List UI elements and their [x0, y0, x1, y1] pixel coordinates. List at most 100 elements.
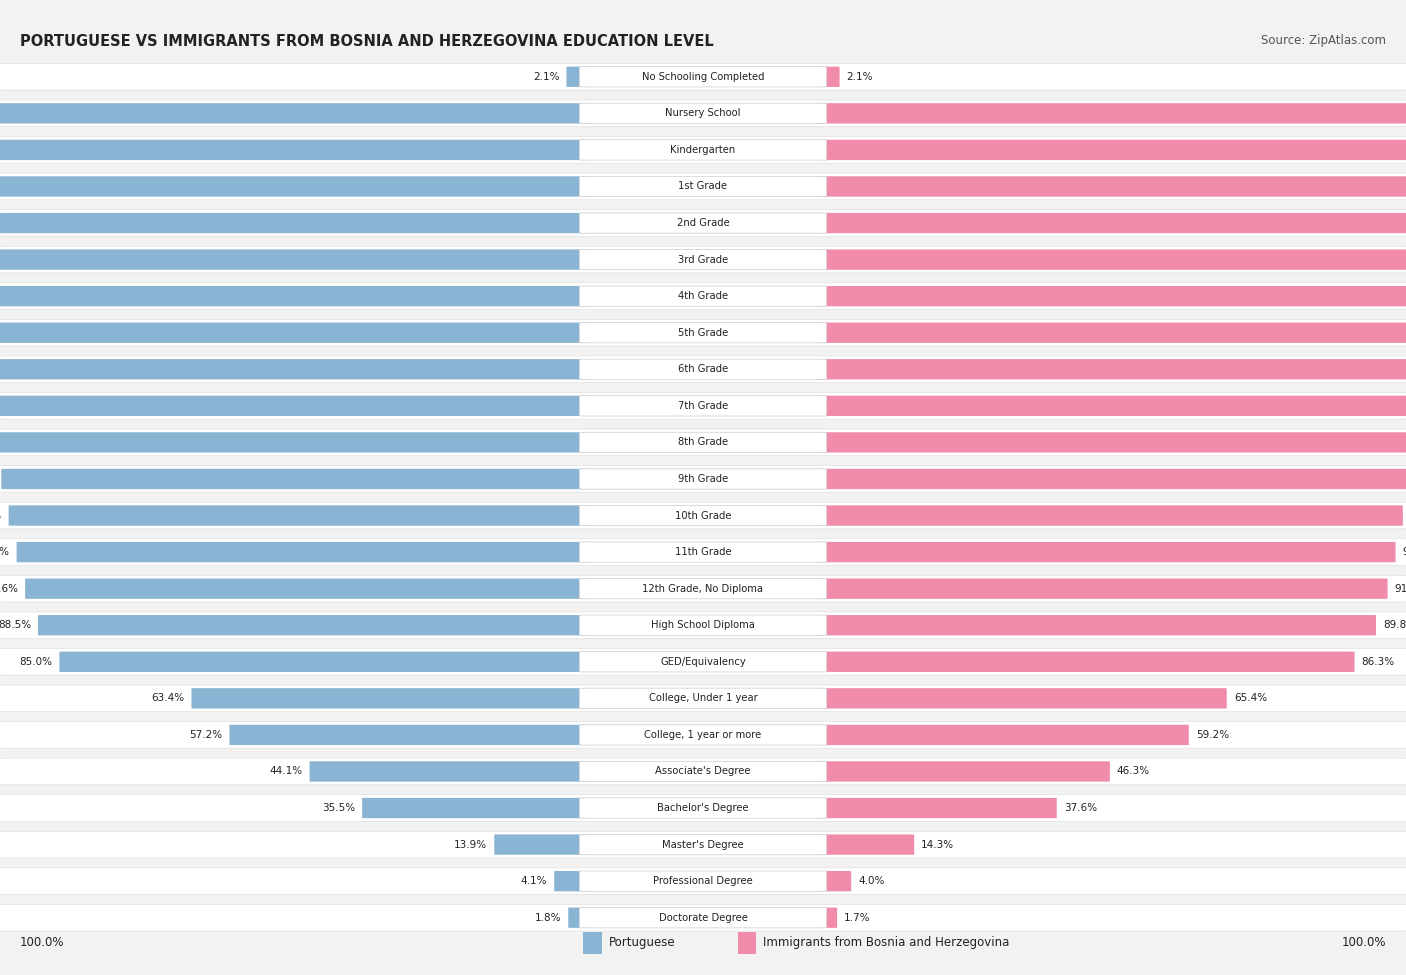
FancyBboxPatch shape [579, 250, 827, 270]
FancyBboxPatch shape [0, 103, 588, 124]
Text: High School Diploma: High School Diploma [651, 620, 755, 630]
Text: GED/Equivalency: GED/Equivalency [661, 657, 745, 667]
Text: 35.5%: 35.5% [322, 803, 356, 813]
Text: Master's Degree: Master's Degree [662, 839, 744, 849]
Text: 1st Grade: 1st Grade [679, 181, 727, 191]
FancyBboxPatch shape [0, 868, 1406, 894]
Text: 92.0%: 92.0% [0, 547, 10, 557]
Text: PORTUGUESE VS IMMIGRANTS FROM BOSNIA AND HERZEGOVINA EDUCATION LEVEL: PORTUGUESE VS IMMIGRANTS FROM BOSNIA AND… [20, 34, 713, 49]
FancyBboxPatch shape [818, 323, 1406, 343]
FancyBboxPatch shape [579, 871, 827, 891]
FancyBboxPatch shape [579, 469, 827, 489]
Text: 91.7%: 91.7% [1395, 584, 1406, 594]
FancyBboxPatch shape [818, 542, 1396, 563]
Text: 86.3%: 86.3% [1361, 657, 1395, 667]
FancyBboxPatch shape [17, 542, 588, 563]
FancyBboxPatch shape [0, 210, 1406, 236]
Text: 7th Grade: 7th Grade [678, 401, 728, 410]
FancyBboxPatch shape [0, 648, 1406, 675]
FancyBboxPatch shape [818, 103, 1406, 124]
FancyBboxPatch shape [0, 612, 1406, 639]
FancyBboxPatch shape [818, 651, 1354, 672]
FancyBboxPatch shape [0, 320, 1406, 346]
FancyBboxPatch shape [0, 283, 1406, 309]
FancyBboxPatch shape [0, 685, 1406, 712]
FancyBboxPatch shape [25, 578, 588, 599]
Text: 100.0%: 100.0% [1341, 936, 1386, 950]
FancyBboxPatch shape [579, 505, 827, 526]
FancyBboxPatch shape [818, 505, 1403, 526]
FancyBboxPatch shape [818, 724, 1189, 745]
FancyBboxPatch shape [0, 323, 588, 343]
FancyBboxPatch shape [818, 139, 1406, 160]
FancyBboxPatch shape [818, 432, 1406, 452]
FancyBboxPatch shape [0, 139, 588, 160]
Text: Associate's Degree: Associate's Degree [655, 766, 751, 776]
FancyBboxPatch shape [0, 722, 1406, 748]
FancyBboxPatch shape [818, 761, 1109, 782]
FancyBboxPatch shape [818, 176, 1406, 197]
FancyBboxPatch shape [579, 213, 827, 233]
FancyBboxPatch shape [567, 66, 588, 87]
FancyBboxPatch shape [818, 286, 1406, 306]
Text: 2nd Grade: 2nd Grade [676, 218, 730, 228]
FancyBboxPatch shape [554, 871, 588, 891]
FancyBboxPatch shape [818, 250, 1406, 270]
FancyBboxPatch shape [579, 615, 827, 636]
FancyBboxPatch shape [0, 759, 1406, 785]
Text: 88.5%: 88.5% [0, 620, 31, 630]
Text: 4.0%: 4.0% [858, 877, 884, 886]
Text: 89.8%: 89.8% [1384, 620, 1406, 630]
Text: 93.3%: 93.3% [0, 511, 1, 521]
Text: College, Under 1 year: College, Under 1 year [648, 693, 758, 703]
Text: Immigrants from Bosnia and Herzegovina: Immigrants from Bosnia and Herzegovina [763, 936, 1010, 950]
FancyBboxPatch shape [309, 761, 588, 782]
Text: Portuguese: Portuguese [609, 936, 675, 950]
FancyBboxPatch shape [0, 174, 1406, 200]
Text: 2.1%: 2.1% [846, 72, 873, 82]
FancyBboxPatch shape [0, 250, 588, 270]
FancyBboxPatch shape [0, 502, 1406, 528]
Text: 9th Grade: 9th Grade [678, 474, 728, 484]
FancyBboxPatch shape [579, 651, 827, 672]
FancyBboxPatch shape [0, 396, 588, 416]
Text: No Schooling Completed: No Schooling Completed [641, 72, 765, 82]
Text: 90.6%: 90.6% [0, 584, 18, 594]
FancyBboxPatch shape [818, 396, 1406, 416]
Text: Bachelor's Degree: Bachelor's Degree [657, 803, 749, 813]
FancyBboxPatch shape [0, 359, 588, 379]
FancyBboxPatch shape [818, 871, 851, 891]
Text: 11th Grade: 11th Grade [675, 547, 731, 557]
FancyBboxPatch shape [579, 542, 827, 563]
Text: 3rd Grade: 3rd Grade [678, 254, 728, 264]
FancyBboxPatch shape [0, 136, 1406, 163]
Text: 65.4%: 65.4% [1233, 693, 1267, 703]
FancyBboxPatch shape [579, 323, 827, 343]
Text: 5th Grade: 5th Grade [678, 328, 728, 337]
FancyBboxPatch shape [579, 139, 827, 160]
FancyBboxPatch shape [579, 432, 827, 452]
Text: 10th Grade: 10th Grade [675, 511, 731, 521]
FancyBboxPatch shape [579, 103, 827, 124]
FancyBboxPatch shape [0, 905, 1406, 931]
FancyBboxPatch shape [0, 539, 1406, 566]
FancyBboxPatch shape [191, 688, 588, 709]
FancyBboxPatch shape [0, 466, 1406, 492]
Text: 63.4%: 63.4% [152, 693, 184, 703]
FancyBboxPatch shape [579, 724, 827, 745]
Text: 14.3%: 14.3% [921, 839, 955, 849]
FancyBboxPatch shape [579, 359, 827, 379]
FancyBboxPatch shape [1, 469, 588, 489]
Text: 8th Grade: 8th Grade [678, 438, 728, 448]
FancyBboxPatch shape [818, 66, 839, 87]
FancyBboxPatch shape [568, 908, 588, 928]
FancyBboxPatch shape [363, 798, 588, 818]
Text: Source: ZipAtlas.com: Source: ZipAtlas.com [1261, 34, 1386, 47]
FancyBboxPatch shape [818, 359, 1406, 379]
Text: Nursery School: Nursery School [665, 108, 741, 118]
FancyBboxPatch shape [0, 429, 1406, 455]
FancyBboxPatch shape [0, 432, 588, 452]
FancyBboxPatch shape [818, 798, 1057, 818]
FancyBboxPatch shape [579, 66, 827, 87]
FancyBboxPatch shape [579, 761, 827, 782]
